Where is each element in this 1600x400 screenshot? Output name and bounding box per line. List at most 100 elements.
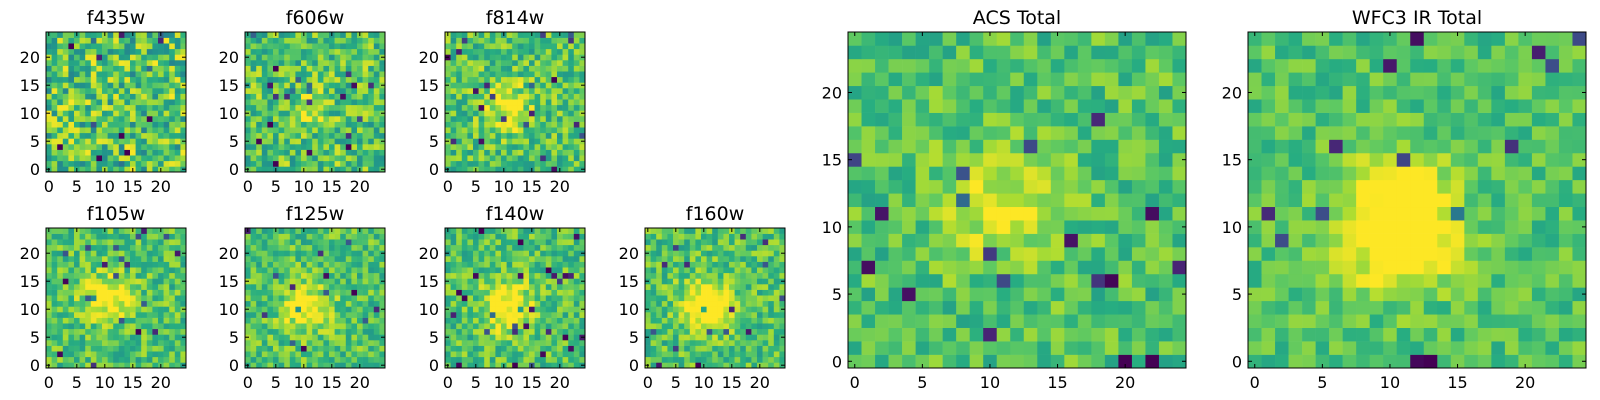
heatmap-cell (250, 272, 257, 279)
heatmap-cell (152, 351, 159, 358)
heatmap-cell (501, 317, 507, 324)
heatmap-cell (568, 250, 575, 257)
heatmap-cell (135, 37, 142, 44)
heatmap-cell (256, 99, 263, 106)
heatmap-cell (107, 289, 114, 296)
heatmap-cell (529, 110, 535, 117)
y-tick-label: 10 (419, 300, 439, 319)
heatmap-cell (68, 37, 75, 44)
heatmap-cell (667, 228, 674, 234)
heatmap-cell (334, 351, 341, 358)
heatmap-cell (573, 272, 580, 279)
heatmap-cell (456, 244, 463, 251)
heatmap-cell (489, 76, 496, 83)
heatmap-cell (102, 88, 108, 94)
heatmap-cell (113, 289, 120, 296)
heatmap-cell (180, 76, 187, 83)
heatmap-cell (329, 37, 335, 44)
heatmap-cell (51, 104, 58, 111)
heatmap-cell (250, 250, 257, 257)
heatmap-cell (495, 54, 502, 61)
heatmap-cell (512, 328, 519, 335)
heatmap-cell (461, 82, 468, 89)
heatmap-cell (456, 76, 463, 83)
heatmap-cell (256, 48, 263, 55)
heatmap-cell (373, 233, 380, 240)
heatmap-cell (334, 267, 341, 274)
heatmap-cell (163, 306, 170, 313)
heatmap-cell (130, 132, 136, 139)
heatmap-cell (562, 323, 569, 330)
heatmap-cell (284, 261, 291, 268)
heatmap-cell (250, 267, 257, 274)
heatmap-cell (529, 351, 535, 358)
heatmap-cell (379, 99, 386, 106)
heatmap-cell (529, 65, 535, 72)
heatmap-cell (512, 300, 519, 307)
heatmap-cell (695, 345, 702, 352)
heatmap-cell (489, 351, 496, 358)
heatmap-cell (245, 351, 251, 358)
heatmap-cell (467, 323, 474, 330)
heatmap-cell (684, 334, 691, 341)
heatmap-cell (357, 149, 363, 156)
heatmap-cell (723, 244, 730, 251)
heatmap-cell (250, 82, 257, 89)
heatmap-cell (723, 278, 730, 285)
heatmap-cell (68, 300, 75, 307)
heatmap-cell (1158, 179, 1173, 194)
heatmap-cell (902, 287, 916, 302)
heatmap-cell (678, 284, 685, 290)
heatmap-cell (113, 306, 120, 313)
heatmap-cell (534, 284, 541, 290)
heatmap-cell (256, 228, 263, 234)
heatmap-cell (135, 284, 142, 290)
heatmap-cell (357, 239, 363, 246)
heatmap-cell (158, 272, 164, 279)
heatmap-cell (90, 104, 97, 111)
heatmap-cell (301, 351, 307, 358)
heatmap-cell (729, 289, 735, 296)
heatmap-cell (74, 54, 80, 61)
heatmap-cell (323, 65, 330, 72)
heatmap-cell (562, 99, 569, 106)
heatmap-cell (473, 76, 479, 83)
heatmap-cell (174, 54, 181, 61)
heatmap-cell (1131, 260, 1146, 275)
heatmap-cell (445, 239, 451, 246)
heatmap-cell (1050, 273, 1065, 288)
heatmap-cell (762, 362, 769, 369)
heatmap-cell (46, 149, 52, 156)
heatmap-cell (362, 300, 369, 307)
heatmap-cell (250, 278, 257, 285)
heatmap-cell (51, 88, 58, 94)
heatmap-cell (489, 48, 496, 55)
heatmap-cell (684, 250, 691, 257)
heatmap-cell (484, 362, 491, 369)
heatmap-cell (306, 88, 313, 94)
heatmap-cell (712, 272, 719, 279)
heatmap-cell (362, 71, 369, 78)
heatmap-cell (301, 233, 307, 240)
heatmap-cell (357, 356, 363, 363)
heatmap-cell (1023, 260, 1038, 275)
heatmap-cell (130, 256, 136, 262)
y-tick-label: 5 (30, 328, 40, 347)
heatmap-cell (1077, 341, 1092, 355)
heatmap-cell (158, 256, 164, 262)
heatmap-cell (102, 328, 108, 335)
heatmap-cell (673, 261, 679, 268)
heatmap-cell (180, 65, 187, 72)
heatmap-cell (717, 334, 724, 341)
heatmap-cell (523, 121, 530, 128)
heatmap-cell (1037, 327, 1052, 342)
heatmap-cell (667, 239, 674, 246)
heatmap-cell (762, 261, 769, 268)
heatmap-cell (329, 104, 335, 111)
heatmap-cell (245, 244, 251, 251)
heatmap-cell (267, 82, 274, 89)
heatmap-cell (130, 138, 136, 145)
heatmap-cell (1037, 300, 1052, 315)
heatmap-cell (729, 261, 735, 268)
